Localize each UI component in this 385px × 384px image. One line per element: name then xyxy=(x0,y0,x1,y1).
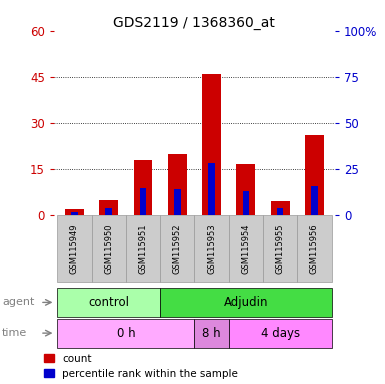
Text: GSM115952: GSM115952 xyxy=(173,223,182,274)
Bar xyxy=(305,135,324,215)
Bar xyxy=(105,208,112,215)
Text: time: time xyxy=(2,328,27,338)
Text: GSM115949: GSM115949 xyxy=(70,223,79,274)
Text: 8 h: 8 h xyxy=(202,327,221,339)
Text: 4 days: 4 days xyxy=(261,327,300,339)
Legend: count, percentile rank within the sample: count, percentile rank within the sample xyxy=(44,354,238,379)
Bar xyxy=(208,162,215,215)
Text: GSM115955: GSM115955 xyxy=(276,223,285,274)
Bar xyxy=(202,74,221,215)
Text: GSM115954: GSM115954 xyxy=(241,223,250,274)
Bar xyxy=(65,209,84,215)
Bar xyxy=(311,185,318,215)
Bar xyxy=(174,189,181,215)
Text: GSM115953: GSM115953 xyxy=(207,223,216,274)
Bar xyxy=(168,154,187,215)
Text: Adjudin: Adjudin xyxy=(224,296,268,309)
Bar xyxy=(140,188,146,215)
Bar xyxy=(271,201,290,215)
Text: GSM115950: GSM115950 xyxy=(104,223,113,274)
Bar xyxy=(134,160,152,215)
Text: 0 h: 0 h xyxy=(117,327,135,339)
Title: GDS2119 / 1368360_at: GDS2119 / 1368360_at xyxy=(114,16,275,30)
Text: agent: agent xyxy=(2,297,34,308)
Bar xyxy=(277,208,283,215)
Text: GSM115951: GSM115951 xyxy=(139,223,147,274)
Text: GSM115956: GSM115956 xyxy=(310,223,319,274)
Bar xyxy=(71,212,78,215)
Text: control: control xyxy=(88,296,129,309)
Bar xyxy=(243,191,249,215)
Bar xyxy=(99,200,118,215)
Bar xyxy=(236,164,255,215)
